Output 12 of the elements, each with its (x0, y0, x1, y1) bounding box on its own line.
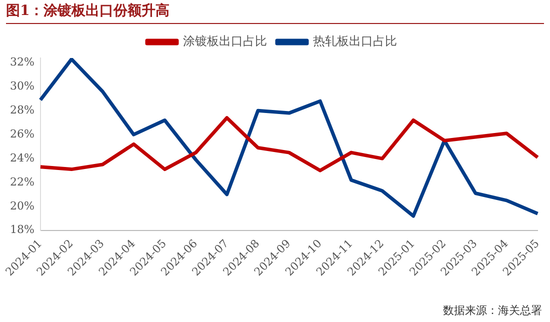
source-note: 数据来源：海关总署 (443, 303, 542, 318)
y-tick-label: 20% (10, 199, 34, 212)
y-tick-label: 26% (10, 127, 34, 140)
y-tick-label: 30% (10, 80, 34, 93)
y-tick-label: 32% (10, 56, 34, 69)
legend-label: 热轧板出口占比 (313, 34, 397, 48)
y-tick-label: 28% (10, 104, 34, 117)
y-tick-label: 24% (10, 151, 34, 164)
chart-title: 图1：涂镀板出口份额升高 (6, 2, 544, 24)
legend-label: 涂镀板出口占比 (183, 34, 267, 48)
y-tick-label: 22% (10, 175, 34, 188)
y-tick-label: 18% (10, 223, 34, 236)
